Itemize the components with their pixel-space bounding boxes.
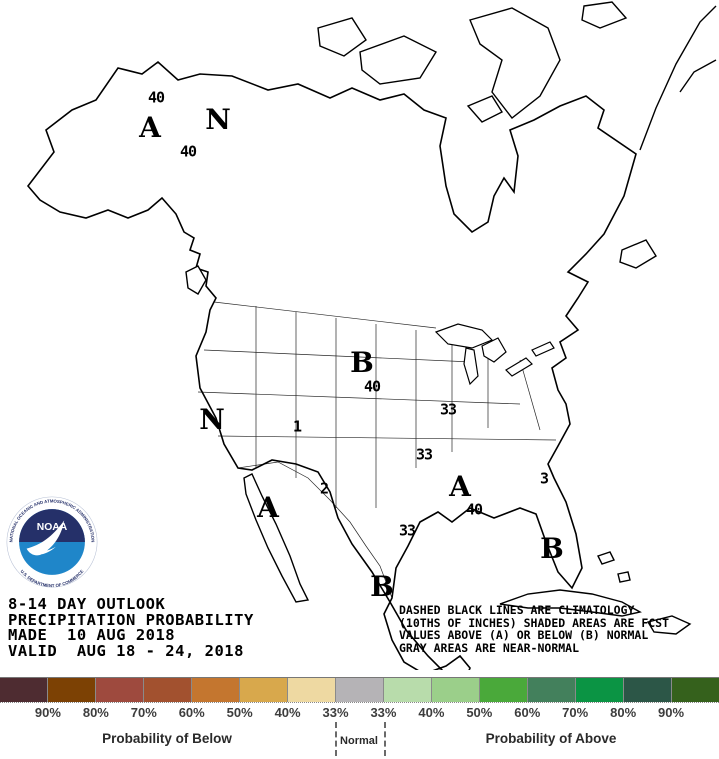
colorbar-segment-2	[48, 678, 96, 702]
colorbar-segment-13	[576, 678, 624, 702]
islands	[185, 1, 692, 635]
text-line: VALUES ABOVE (A) OR BELOW (B) NORMAL	[399, 628, 649, 643]
colorbar-label: 80%	[82, 705, 109, 720]
colorbar-segment-6	[240, 678, 288, 702]
normal-left-dash	[335, 722, 337, 756]
noaa-logo: NATIONAL OCEANIC AND ATMOSPHERIC ADMINIS…	[6, 496, 98, 588]
colorbar-label: 40%	[274, 705, 301, 720]
colorbar-label: 90%	[658, 705, 685, 720]
colorbar-segment-3	[96, 678, 144, 702]
great-lakes	[434, 323, 555, 386]
colorbar-label: 70%	[130, 705, 157, 720]
colorbar-segment-8	[336, 678, 384, 702]
caption-probability-above: Probability of Above	[485, 731, 617, 746]
legend-note-block: DASHED BLACK LINES ARE CLIMATOLOGY (10THS…	[399, 604, 669, 654]
logo-gull-icon	[26, 520, 65, 556]
text-line: PRECIPITATION PROBABILITY	[8, 610, 254, 629]
caption-probability-below: Probability of Below	[102, 731, 232, 746]
political-borders	[197, 301, 557, 599]
text-line: MADE 10 AUG 2018	[8, 626, 176, 644]
baja-california	[243, 473, 310, 603]
colorbar-label: 33%	[370, 705, 397, 720]
hispaniola	[646, 615, 692, 635]
coastline	[27, 61, 637, 670]
colorbar-segment-1	[0, 678, 48, 702]
outlook-title-block: 8-14 DAY OUTLOOK PRECIPITATION PROBABILIT…	[8, 595, 254, 660]
text-line: 8-14 DAY OUTLOOK	[8, 595, 166, 613]
logo-noaa-text: NOAA	[37, 522, 68, 533]
colorbar-segment-4	[144, 678, 192, 702]
colorbar-segment-15	[672, 678, 719, 702]
colorbar-segment-9	[384, 678, 432, 702]
text-line: (10THS OF INCHES) SHADED AREAS ARE FCST	[399, 615, 670, 630]
probability-colorbar	[0, 677, 719, 703]
caption-normal: Normal	[340, 735, 378, 747]
normal-right-dash	[384, 722, 386, 756]
colorbar-label: 80%	[610, 705, 637, 720]
text-line: GRAY AREAS ARE NEAR-NORMAL	[399, 640, 580, 655]
colorbar-segment-12	[528, 678, 576, 702]
colorbar-segment-5	[192, 678, 240, 702]
colorbar-segment-14	[624, 678, 672, 702]
colorbar-label: 33%	[322, 705, 349, 720]
colorbar-label: 70%	[562, 705, 589, 720]
cuba	[499, 589, 642, 617]
colorbar-label: 90%	[34, 705, 61, 720]
colorbar-label: 40%	[418, 705, 445, 720]
colorbar-label: 60%	[514, 705, 541, 720]
colorbar-label: 50%	[226, 705, 253, 720]
colorbar-segment-10	[432, 678, 480, 702]
colorbar-segment-11	[480, 678, 528, 702]
colorbar-percent-labels: 90% 80% 70% 60% 50% 40% 33% 33% 40% 50% 60% 70% 80% 9…	[0, 705, 719, 723]
text-line: DASHED BLACK LINES ARE CLIMATOLOGY	[399, 603, 635, 617]
colorbar-segment-7	[288, 678, 336, 702]
logo-sky	[19, 509, 85, 542]
colorbar-label: 60%	[178, 705, 205, 720]
greenland-coast	[639, 5, 717, 151]
colorbar-label: 50%	[466, 705, 493, 720]
text-line: VALID AUG 18 - 24, 2018	[8, 641, 244, 660]
north-america-map	[27, 1, 717, 670]
